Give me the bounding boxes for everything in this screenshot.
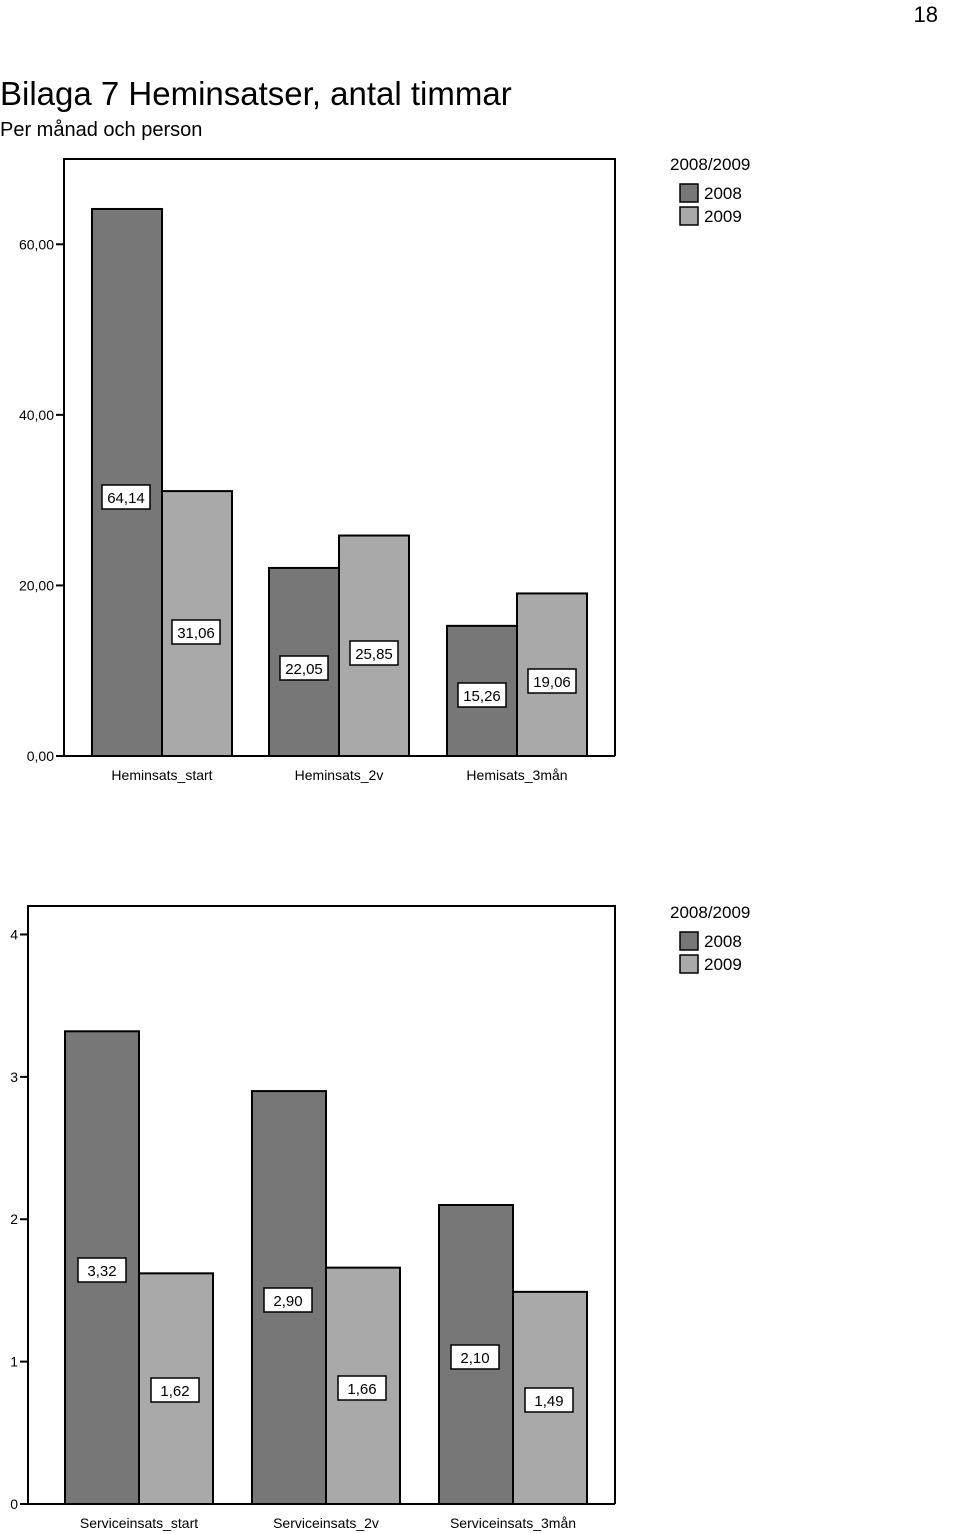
legend-label-2008: 2008 [704, 184, 742, 203]
x-tick-label: Heminsats_start [111, 767, 212, 783]
plot-frame [27, 905, 616, 1504]
data-label: 1,66 [337, 1375, 387, 1401]
data-label: 2,10 [450, 1344, 500, 1370]
legend-title: 2008/2009 [670, 155, 750, 174]
legend-swatch-2009 [679, 206, 699, 226]
data-label: 15,26 [457, 682, 507, 708]
svg-text:19,06: 19,06 [533, 674, 571, 691]
bar-chart-serviceinsats: 0 1 2 3 4 Serviceinsats_start Serviceinsats_2v… [10, 903, 750, 1531]
page-subtitle: Per månad och person [0, 119, 203, 141]
svg-text:25,85: 25,85 [355, 646, 393, 663]
svg-text:15,26: 15,26 [463, 688, 501, 705]
y-tick-label: 60,00 [19, 236, 54, 252]
data-label: 3,32 [77, 1257, 127, 1283]
svg-text:31,06: 31,06 [177, 625, 215, 642]
legend-swatch-2008 [679, 183, 699, 203]
legend: 2008/2009 2008 2009 [670, 155, 750, 226]
data-label: 25,85 [349, 640, 399, 666]
data-label: 22,05 [279, 655, 329, 681]
y-tick-label: 4 [10, 926, 18, 942]
data-label: 64,14 [101, 484, 151, 510]
legend-swatch-2008 [679, 931, 699, 951]
x-tick-label: Serviceinsats_start [80, 1515, 198, 1531]
legend: 2008/2009 2008 2009 [670, 903, 750, 974]
svg-text:2,10: 2,10 [460, 1350, 489, 1367]
x-tick-label: Heminsats_2v [295, 767, 384, 783]
svg-text:2,90: 2,90 [273, 1293, 302, 1310]
svg-text:64,14: 64,14 [107, 490, 145, 507]
legend-label-2008: 2008 [704, 932, 742, 951]
svg-text:1,66: 1,66 [347, 1381, 376, 1398]
legend-swatch-2009 [679, 954, 699, 974]
legend-title: 2008/2009 [670, 903, 750, 922]
data-label: 31,06 [171, 619, 221, 645]
svg-text:22,05: 22,05 [285, 661, 323, 678]
y-tick-label: 1 [10, 1354, 18, 1370]
legend-label-2009: 2009 [704, 955, 742, 974]
svg-text:1,49: 1,49 [534, 1393, 563, 1410]
data-label: 1,49 [524, 1387, 574, 1413]
plot-frame [63, 158, 616, 756]
x-tick-label: Serviceinsats_2v [273, 1515, 379, 1531]
y-tick-label: 0 [10, 1496, 18, 1512]
data-label: 19,06 [527, 668, 577, 694]
svg-text:3,32: 3,32 [87, 1263, 116, 1280]
y-tick-label: 40,00 [19, 407, 54, 423]
x-tick-label: Hemisats_3mån [466, 767, 567, 783]
y-tick-label: 0,00 [27, 748, 54, 764]
bar-chart-heminsats: 0,00 20,00 40,00 60,00 Heminsats_start Hemins… [19, 155, 750, 783]
y-tick-label: 20,00 [19, 577, 54, 593]
data-label: 2,90 [263, 1287, 313, 1313]
page-number: 18 [913, 2, 938, 27]
legend-label-2009: 2009 [704, 207, 742, 226]
y-tick-label: 3 [10, 1069, 18, 1085]
svg-text:1,62: 1,62 [160, 1383, 189, 1400]
data-label: 1,62 [150, 1377, 200, 1403]
y-tick-label: 2 [10, 1211, 18, 1227]
x-tick-label: Serviceinsats_3mån [450, 1515, 576, 1531]
bar-2008-0 [91, 207, 163, 758]
page-title: Bilaga 7 Heminsatser, antal timmar [0, 75, 512, 112]
